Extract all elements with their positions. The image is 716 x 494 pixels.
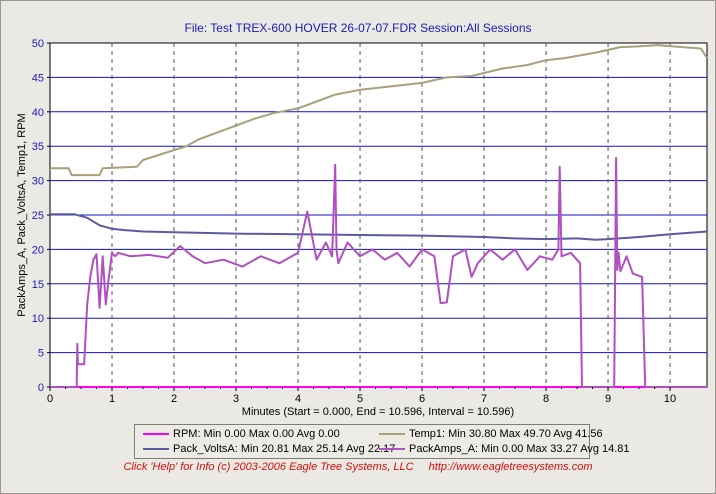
series-line-temp1 <box>50 44 708 177</box>
legend-label: Pack_VoltsA: Min 20.81 Max 25.14 Avg 22.… <box>173 443 396 455</box>
legend-swatch <box>143 433 169 435</box>
y-tick-label: 15 <box>32 279 44 291</box>
y-tick-label: 30 <box>32 176 44 188</box>
x-tick-label: 3 <box>233 393 239 405</box>
y-tick-label: 0 <box>38 382 44 394</box>
chart-legend: RPM: Min 0.00 Max 0.00 Avg 0.00 Temp1: Mi… <box>134 424 630 459</box>
y-tick-label: 35 <box>32 141 44 153</box>
x-tick-label: 9 <box>605 393 611 405</box>
x-tick-label: 4 <box>295 393 301 405</box>
x-tick-label: 2 <box>171 393 177 405</box>
legend-entry-temp1: Temp1: Min 30.80 Max 49.70 Avg 41.56 <box>379 428 603 440</box>
y-tick-label: 20 <box>32 244 44 256</box>
legend-entry-pack-voltsa: Pack_VoltsA: Min 20.81 Max 25.14 Avg 22.… <box>143 443 395 455</box>
x-tick-label: 8 <box>543 393 549 405</box>
y-tick-label: 5 <box>38 348 44 360</box>
y-tick-label: 25 <box>32 210 44 222</box>
x-axis-label: Minutes (Start = 0.000, End = 10.596, In… <box>242 406 514 418</box>
series-line-pack-voltsa <box>50 213 708 241</box>
x-tick-label: 1 <box>109 393 115 405</box>
x-tick-label: 10 <box>664 393 676 405</box>
x-tick-label: 0 <box>47 393 53 405</box>
legend-label: Temp1: Min 30.80 Max 49.70 Avg 41.56 <box>409 428 603 440</box>
x-tick-label: 5 <box>357 393 363 405</box>
y-tick-label: 40 <box>32 107 44 119</box>
legend-entry-rpm: RPM: Min 0.00 Max 0.00 Avg 0.00 <box>143 428 340 440</box>
legend-swatch <box>379 433 405 435</box>
legend-label: RPM: Min 0.00 Max 0.00 Avg 0.00 <box>173 428 340 440</box>
x-tick-label: 6 <box>419 393 425 405</box>
legend-label: PackAmps_A: Min 0.00 Max 33.27 Avg 14.81 <box>409 443 630 455</box>
y-tick-label: 50 <box>32 38 44 50</box>
footer-help-text: Click 'Help' for Info (c) 2003-2006 Eagl… <box>123 461 414 473</box>
series-line-packamps-a <box>50 156 707 388</box>
legend-swatch <box>379 448 405 450</box>
chart-title: File: Test TREX-600 HOVER 26-07-07.FDR S… <box>184 21 532 35</box>
footer-url-link[interactable]: http://www.eagletreesystems.com <box>428 461 593 473</box>
legend-entry-packamps-a: PackAmps_A: Min 0.00 Max 33.27 Avg 14.81 <box>379 443 630 455</box>
y-tick-label: 45 <box>32 72 44 84</box>
footer: Click 'Help' for Info (c) 2003-2006 Eagl… <box>0 461 716 473</box>
legend-swatch <box>143 448 169 450</box>
x-tick-label: 7 <box>481 393 487 405</box>
y-tick-label: 10 <box>32 313 44 325</box>
y-axis-label: PackAmps_A, Pack_VoltsA, Temp1, RPM <box>16 113 28 316</box>
